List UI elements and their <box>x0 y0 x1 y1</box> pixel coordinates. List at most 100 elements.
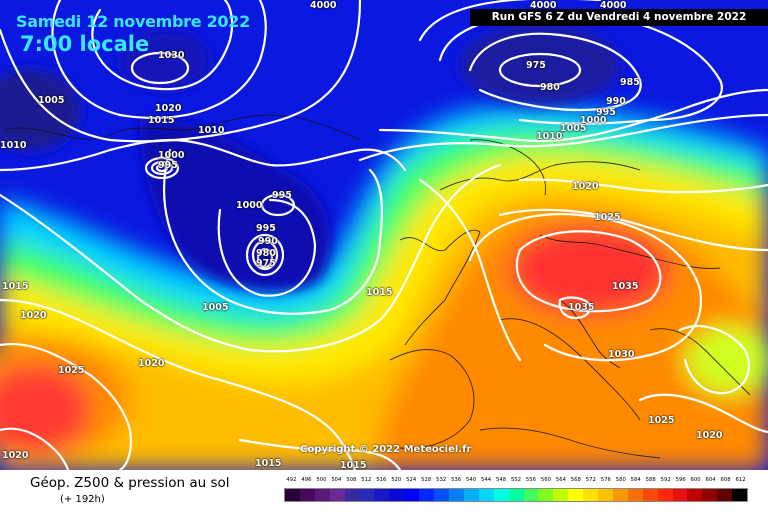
isobar-label: 1005 <box>202 302 229 313</box>
legend-swatch <box>717 489 733 501</box>
legend-value-label: 608 <box>720 477 731 483</box>
isobar-label: 995 <box>272 190 292 201</box>
copyright-notice: Copyright © 2022 Meteociel.fr <box>300 444 472 455</box>
isobar-label: 1015 <box>366 287 393 298</box>
legend-swatch <box>657 489 673 501</box>
valid-time-label: 7:00 locale <box>20 32 150 56</box>
legend-value-label: 516 <box>376 477 387 483</box>
legend-swatch <box>359 489 375 501</box>
legend-swatch <box>314 489 330 501</box>
legend-value-label: 560 <box>540 477 551 483</box>
legend-value-label: 580 <box>615 477 626 483</box>
legend-value-label: 544 <box>481 477 492 483</box>
isobar-label: 1005 <box>560 123 587 134</box>
legend-swatch <box>508 489 524 501</box>
legend-value-label: 552 <box>510 477 522 483</box>
isobar-label: 1010 <box>0 140 27 151</box>
isobar-label: 1020 <box>138 358 165 369</box>
isobar-label: 995 <box>596 107 616 118</box>
legend-value-label: 576 <box>600 477 611 483</box>
legend-value-label: 556 <box>525 477 537 483</box>
legend-swatch <box>583 489 599 501</box>
isobar-label: 975 <box>526 60 546 71</box>
legend-value-label: 592 <box>660 477 671 483</box>
legend-color-bar <box>284 488 748 502</box>
legend-value-label: 528 <box>421 477 432 483</box>
legend-value-label: 524 <box>406 477 417 483</box>
legend-swatch <box>389 489 405 501</box>
legend-value-label: 604 <box>705 477 716 483</box>
legend-swatch <box>419 489 435 501</box>
isobar-label: 1030 <box>608 349 635 360</box>
legend-value-label: 564 <box>555 477 566 483</box>
isobar-label: 1035 <box>612 281 639 292</box>
legend-value-label: 532 <box>436 477 447 483</box>
legend-value-label: 504 <box>331 477 342 483</box>
isobar-label: 980 <box>256 248 276 259</box>
isobar-label: 1020 <box>696 430 723 441</box>
legend-swatch <box>329 489 345 501</box>
legend-swatch <box>299 489 315 501</box>
legend-swatch <box>374 489 390 501</box>
legend-swatch <box>434 489 449 501</box>
legend-swatch <box>463 489 479 501</box>
legend-swatch <box>344 489 360 501</box>
isobar-label: 1025 <box>594 212 621 223</box>
isobar-label: 990 <box>258 236 278 247</box>
isobar-label: 4000 <box>530 0 557 11</box>
isobar-label: 1035 <box>568 302 595 313</box>
legend-value-label: 588 <box>645 477 656 483</box>
isobar-label: 1020 <box>572 181 599 192</box>
legend-swatch <box>404 489 420 501</box>
isobar-label: 975 <box>256 258 276 269</box>
isobars <box>0 0 768 470</box>
legend-labels: 492 496 500 504 508 512 516 520 524 528 532 536 540 5… <box>284 477 748 486</box>
legend-value-label: 568 <box>570 477 581 483</box>
legend-swatch <box>642 489 658 501</box>
legend-swatch <box>523 489 539 501</box>
legend-swatch <box>553 489 569 501</box>
legend-value-label: 612 <box>735 477 746 483</box>
legend-swatch <box>538 489 554 501</box>
isobar-label: 1020 <box>155 103 182 114</box>
isobar-label: 1030 <box>158 50 185 61</box>
isobar-label: 4000 <box>310 0 337 11</box>
isobar-label: 985 <box>620 77 640 88</box>
legend-value-label: 536 <box>451 477 462 483</box>
isobar-label: 1000 <box>236 200 263 211</box>
isobar-label: 1000 <box>580 115 607 126</box>
isobar-label: 1020 <box>2 450 29 461</box>
legend-swatch <box>448 489 464 501</box>
legend-swatch <box>612 489 628 501</box>
isobar-label: 1015 <box>255 458 282 469</box>
isobar-label: 1015 <box>340 460 367 470</box>
legend-value-label: 600 <box>690 477 701 483</box>
isobar-label: 980 <box>540 82 560 93</box>
legend-swatch <box>672 489 688 501</box>
legend-swatch <box>478 489 494 501</box>
legend-swatch <box>285 489 300 501</box>
legend-swatch <box>627 489 643 501</box>
isobar-label: 1015 <box>148 115 175 126</box>
legend-value-label: 548 <box>495 477 507 483</box>
legend-value-label: 512 <box>361 477 372 483</box>
legend-value-label: 492 <box>286 477 297 483</box>
valid-date-label: Samedi 12 novembre 2022 <box>16 12 250 31</box>
legend-value-label: 540 <box>466 477 477 483</box>
z500-field-map <box>0 0 768 470</box>
isobar-label: 4000 <box>600 0 627 11</box>
isobar-label: 1010 <box>536 131 563 142</box>
color-scale-legend: 492 496 500 504 508 512 516 520 524 528 532 536 540 5… <box>284 477 748 502</box>
legend-swatch <box>702 489 718 501</box>
isobar-label: 1000 <box>158 150 185 161</box>
forecast-map: 1030 1005 1020 1015 1010 1010 1000 995 995 1000 99… <box>0 0 768 470</box>
legend-swatch <box>687 489 703 501</box>
isobar-label: 1010 <box>198 125 225 136</box>
forecast-lead-time: (+ 192h) <box>60 494 105 505</box>
isobar-label: 1020 <box>20 310 47 321</box>
isobar-label: 1005 <box>38 95 65 106</box>
isobar-label: 990 <box>606 96 626 107</box>
legend-swatch <box>732 489 748 501</box>
legend-value-label: 496 <box>301 477 312 483</box>
legend-value-label: 500 <box>316 477 327 483</box>
